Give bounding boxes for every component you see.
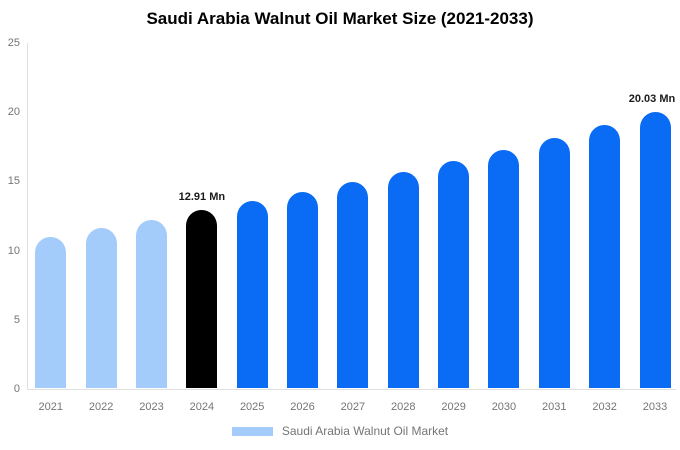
bar-2029[interactable] <box>438 160 470 388</box>
bar-2022[interactable] <box>85 228 117 388</box>
bar-2024[interactable] <box>186 210 218 388</box>
x-tick-2033: 2033 <box>642 401 668 413</box>
y-tick-15: 15 <box>7 175 20 188</box>
value-label-2033: 20.03 Mn <box>628 92 676 105</box>
value-label-2024: 12.91 Mn <box>178 191 226 204</box>
x-tick-2027: 2027 <box>340 401 366 413</box>
x-tick-2024: 2024 <box>189 401 215 413</box>
x-axis-line <box>27 389 676 390</box>
y-tick-25: 25 <box>7 37 20 49</box>
legend: Saudi Arabia Walnut Oil Market <box>0 424 680 438</box>
x-tick-2028: 2028 <box>391 401 416 413</box>
y-tick-10: 10 <box>7 244 20 257</box>
chart-title: Saudi Arabia Walnut Oil Market Size (202… <box>146 9 534 28</box>
bar-2026[interactable] <box>287 192 319 388</box>
bar-2023[interactable] <box>136 220 167 388</box>
y-tick-5: 5 <box>13 313 20 326</box>
y-axis-line <box>27 43 28 389</box>
x-tick-2030: 2030 <box>491 401 517 413</box>
bar-2031[interactable] <box>538 137 570 388</box>
bar-2021[interactable] <box>35 237 67 388</box>
bar-2033[interactable] <box>639 111 671 388</box>
y-tick-20: 20 <box>7 106 20 119</box>
x-tick-2029: 2029 <box>441 401 466 413</box>
legend-label: Saudi Arabia Walnut Oil Market <box>281 424 449 438</box>
x-tick-2026: 2026 <box>290 401 315 413</box>
x-tick-2025: 2025 <box>239 401 265 413</box>
y-tick-0: 0 <box>13 383 20 395</box>
bar-2025[interactable] <box>236 201 268 388</box>
x-tick-2031: 2031 <box>542 401 567 413</box>
x-tick-2022: 2022 <box>88 401 114 413</box>
x-tick-2032: 2032 <box>592 401 617 413</box>
bar-2027[interactable] <box>337 182 369 388</box>
x-tick-2021: 2021 <box>38 401 64 413</box>
bar-2028[interactable] <box>387 171 419 388</box>
x-tick-2023: 2023 <box>139 401 164 413</box>
bar-2030[interactable] <box>488 149 520 388</box>
bar-2032[interactable] <box>589 125 621 388</box>
legend-swatch <box>231 426 273 436</box>
